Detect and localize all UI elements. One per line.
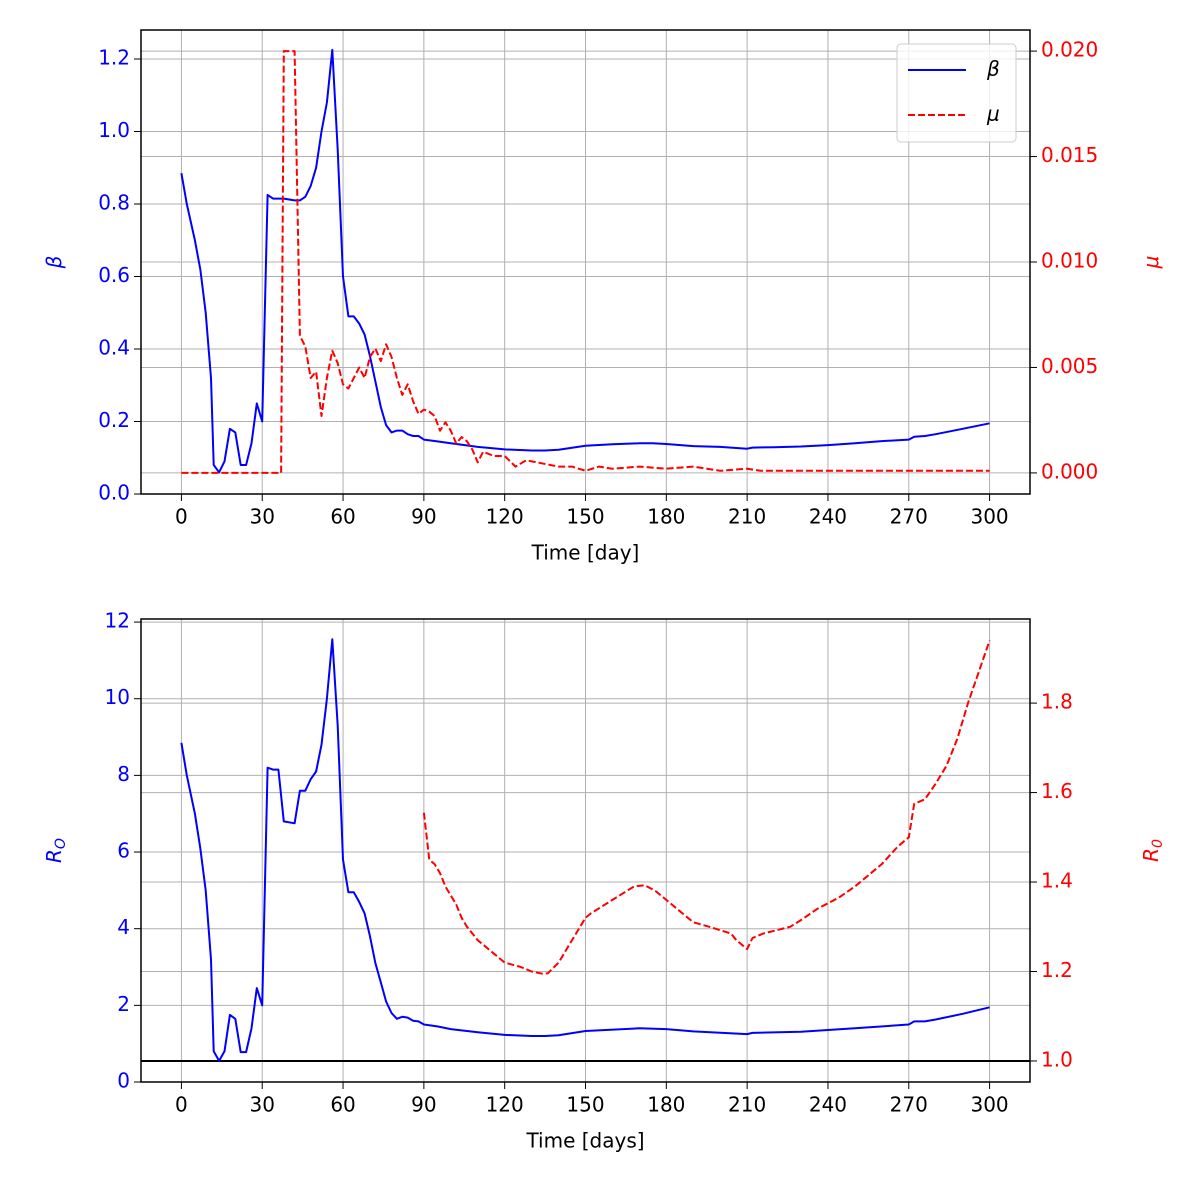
y-tick-label: 0.4 (98, 336, 130, 360)
x-tick-label: 180 (647, 505, 685, 529)
y-tick-label: 0.2 (98, 408, 130, 432)
x-tick-label: 120 (486, 505, 524, 529)
x-tick-label: 0 (175, 505, 188, 529)
y2-tick-label: 1.8 (1041, 690, 1073, 714)
series-line (181, 50, 990, 474)
x-tick-label: 300 (970, 1093, 1008, 1117)
y-tick-label: 4 (117, 915, 130, 939)
y-tick-label: 12 (105, 609, 130, 633)
y-tick-label: 0.0 (98, 481, 130, 505)
x-tick-label: 150 (566, 505, 604, 529)
y2-tick-label: 1.2 (1041, 958, 1073, 982)
y2-tick-label: 0.000 (1041, 459, 1098, 483)
y2-tick-label: 0.020 (1041, 38, 1098, 62)
x-tick-label: 30 (250, 505, 275, 529)
legend-label: β (986, 57, 1000, 81)
x-tick-label: 120 (486, 1093, 524, 1117)
x-tick-label: 210 (728, 505, 766, 529)
axes-frame (140, 29, 1031, 495)
x-tick-label: 240 (809, 1093, 847, 1117)
axis-label: μ (1139, 256, 1163, 270)
axis-label: β (42, 255, 66, 269)
series-line (180, 638, 990, 1062)
y2-tick-label: 1.6 (1041, 779, 1073, 803)
axis-label-main: β (42, 255, 66, 269)
y-tick-label: 0.6 (98, 263, 130, 287)
x-tick-label: 30 (250, 1093, 275, 1117)
y2-tick-label: 0.010 (1041, 249, 1098, 273)
legend-box (896, 43, 1017, 143)
legend-label: μ (986, 102, 1000, 126)
axis-label: R0 (1139, 839, 1167, 862)
x-tick-label: 90 (411, 1093, 436, 1117)
axis-label: RO (42, 838, 70, 863)
x-axis-label: Time [days] (525, 1129, 644, 1153)
axis-label-main: R (42, 849, 66, 863)
x-tick-label: 270 (890, 505, 928, 529)
axes-frame (140, 618, 1031, 1083)
y-tick-label: 6 (117, 839, 130, 863)
x-tick-label: 0 (175, 1093, 188, 1117)
x-tick-label: 180 (647, 1093, 685, 1117)
x-tick-label: 90 (411, 505, 436, 529)
series-line (422, 640, 991, 975)
x-axis-label: Time [day] (531, 541, 640, 565)
y-tick-label: 1.2 (98, 46, 130, 70)
y-tick-label: 1.0 (98, 118, 130, 142)
x-tick-label: 300 (970, 505, 1008, 529)
y-tick-label: 0 (117, 1069, 130, 1093)
y-tick-label: 2 (117, 992, 130, 1016)
x-tick-label: 270 (890, 1093, 928, 1117)
x-tick-label: 60 (330, 1093, 355, 1117)
y-tick-label: 8 (117, 762, 130, 786)
x-tick-label: 150 (566, 1093, 604, 1117)
y-tick-label: 10 (105, 685, 130, 709)
axis-label-sub: O (53, 838, 69, 849)
axis-label-main: μ (1139, 256, 1163, 270)
axis-label-main: R (1139, 848, 1163, 862)
y-tick-label: 0.8 (98, 191, 130, 215)
x-tick-label: 210 (728, 1093, 766, 1117)
series-line (180, 48, 990, 474)
axis-label-sub: 0 (1150, 839, 1166, 848)
x-tick-label: 240 (809, 505, 847, 529)
y2-tick-label: 1.4 (1041, 869, 1073, 893)
y2-tick-label: 0.015 (1041, 143, 1098, 167)
y2-tick-label: 1.0 (1041, 1047, 1073, 1071)
x-tick-label: 60 (330, 505, 355, 529)
y2-tick-label: 0.005 (1041, 354, 1098, 378)
